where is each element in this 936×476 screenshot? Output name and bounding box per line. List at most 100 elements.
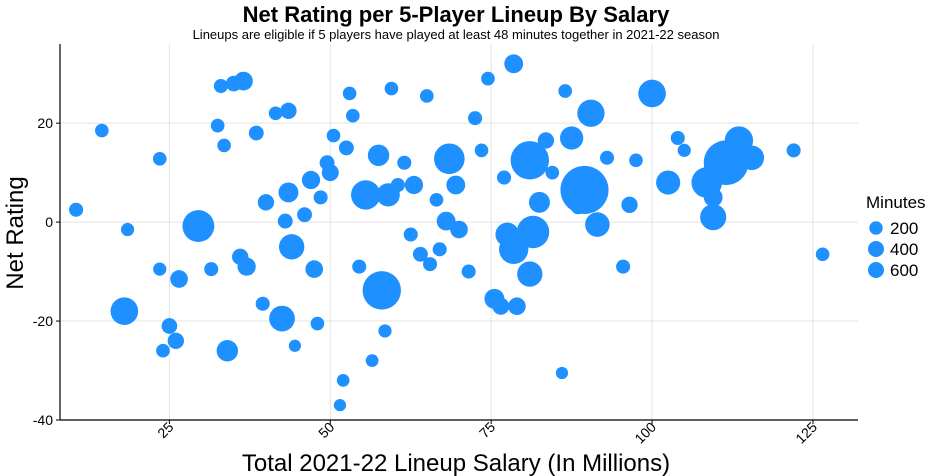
data-point [786,143,801,158]
data-point [446,175,466,195]
data-point [528,191,550,213]
data-point [345,108,360,123]
y-axis-title: Net Rating [2,176,29,289]
chart-title: Net Rating per 5-Player Lineup By Salary [243,2,670,27]
data-point [412,246,428,262]
data-point [277,213,293,229]
data-point [450,220,468,239]
data-point [670,130,685,146]
data-point [629,153,643,168]
data-point [508,297,526,316]
data-point [167,332,185,350]
legend-swatch [868,262,884,278]
data-point [319,155,335,171]
data-point [362,271,401,310]
data-point [495,222,520,247]
x-tick-label: 125 [792,419,820,447]
y-tick-label: 20 [37,115,53,131]
data-point [420,89,434,103]
x-axis-title: Total 2021-22 Lineup Salary (In Millions… [242,450,670,476]
data-point [213,79,228,94]
data-point [656,170,681,195]
data-point [120,222,135,237]
data-point [248,125,264,141]
data-point [69,202,84,217]
data-point [365,354,379,367]
data-point [297,207,312,223]
data-point [326,128,341,143]
data-point [210,118,225,133]
data-point [432,242,447,257]
data-point [397,155,412,170]
legend-swatch [868,241,884,257]
data-point [510,141,549,180]
data-point [403,227,418,242]
data-point [255,296,270,311]
data-point [517,261,543,287]
data-point [560,165,609,214]
data-point [153,262,167,276]
data-point [384,81,399,96]
data-point [152,151,167,166]
data-point [436,211,456,231]
data-point [333,399,347,412]
data-point [504,54,524,74]
data-point [468,111,483,126]
data-point [571,200,586,215]
data-point [313,190,328,205]
data-point [703,187,723,207]
data-point [616,259,631,274]
legend-label: 600 [890,261,918,280]
data-point [621,196,638,213]
data-point [558,84,573,98]
legend-label: 400 [890,240,918,259]
data-point [352,259,367,274]
data-point [182,210,215,243]
x-tick-label: 25 [154,419,176,441]
data-point [268,106,283,121]
data-point [156,343,170,358]
data-point [545,165,560,180]
x-tick-label: 75 [476,419,498,441]
data-point [429,193,444,207]
x-tick-label: 50 [315,419,337,441]
data-point [577,99,605,127]
data-point [95,123,109,138]
data-point [225,75,242,92]
data-point [677,143,691,157]
y-tick-label: -40 [33,412,53,428]
data-point [232,248,249,265]
data-point [559,126,584,150]
chart-subtitle: Lineups are eligible if 5 players have p… [193,27,720,42]
x-tick-label: 100 [631,419,659,447]
data-point [280,102,297,119]
data-point [338,140,354,156]
data-point [492,297,510,315]
data-point [342,86,357,101]
data-point [555,366,569,380]
data-point [537,132,555,149]
y-tick-label: 0 [45,214,53,230]
legend-label: 200 [890,219,918,238]
data-point [474,143,489,158]
data-point [815,247,830,262]
data-point [404,175,424,195]
data-point [638,79,666,108]
data-point [585,212,610,237]
data-point [278,234,305,260]
data-point [278,182,299,203]
data-point [170,270,188,288]
data-point [390,177,405,193]
data-point [301,170,321,190]
data-point [161,318,178,334]
data-point [204,262,219,277]
legend-title: Minutes [866,193,926,212]
data-point [269,305,295,332]
data-point [288,339,302,352]
data-point [217,138,231,153]
data-point [351,180,381,210]
data-point [367,144,390,167]
data-point [423,257,438,272]
y-tick-label: -20 [33,313,53,329]
